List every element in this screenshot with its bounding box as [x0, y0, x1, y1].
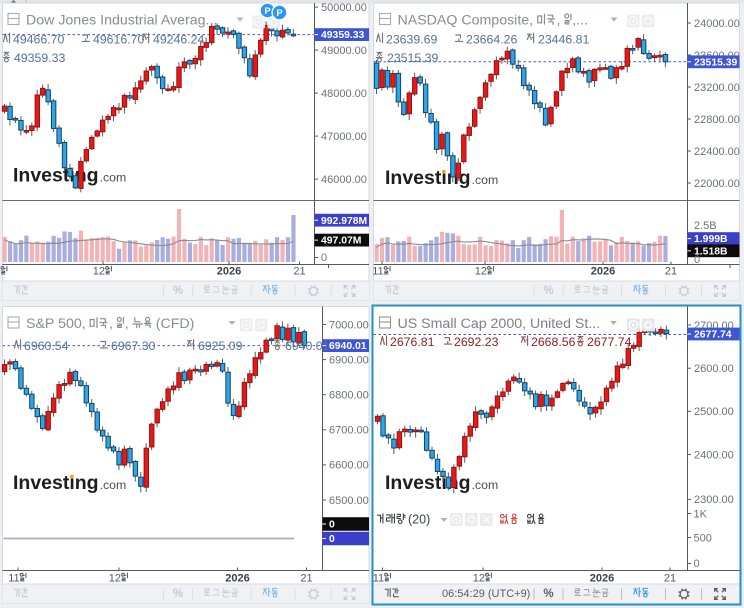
svg-text:Dow Jones Industrial Averag...: Dow Jones Industrial Averag...	[26, 13, 217, 29]
svg-text:2026: 2026	[591, 266, 615, 278]
svg-text:22000.00: 22000.00	[694, 178, 740, 190]
svg-text:%: %	[543, 285, 553, 297]
svg-text:49616.70: 49616.70	[93, 32, 144, 46]
svg-text:21: 21	[664, 572, 676, 584]
svg-text:%: %	[173, 588, 183, 600]
svg-text:23200.00: 23200.00	[694, 82, 740, 94]
svg-text:.com: .com	[100, 478, 127, 492]
svg-text:2026: 2026	[590, 572, 614, 584]
svg-text:46000.00: 46000.00	[321, 174, 367, 186]
svg-text:,: ,	[109, 316, 113, 332]
svg-text:6600.00: 6600.00	[329, 460, 369, 472]
svg-text:11: 11	[372, 266, 383, 278]
svg-text:NASDAQ Composite,: NASDAQ Composite,	[398, 13, 534, 29]
svg-text:12: 12	[93, 266, 105, 278]
svg-text:2676.81: 2676.81	[390, 335, 435, 349]
svg-text:S&P 500,: S&P 500,	[26, 316, 86, 332]
svg-text:6700.00: 6700.00	[329, 425, 369, 437]
svg-text:500: 500	[694, 533, 712, 545]
svg-text:2026: 2026	[217, 266, 241, 278]
svg-text:.com: .com	[100, 171, 127, 185]
svg-text:11: 11	[373, 572, 384, 584]
svg-text:0: 0	[321, 252, 327, 264]
svg-text:Investing: Investing	[385, 167, 471, 189]
svg-text:0: 0	[329, 534, 335, 545]
svg-text:21: 21	[300, 572, 312, 584]
svg-text:6967.30: 6967.30	[111, 339, 156, 353]
svg-text:0: 0	[694, 254, 700, 266]
svg-text:22400.00: 22400.00	[694, 146, 740, 158]
svg-text:%: %	[543, 588, 553, 600]
svg-text:11: 11	[8, 572, 19, 584]
svg-text:6900.00: 6900.00	[329, 354, 369, 366]
svg-text:6800.00: 6800.00	[329, 390, 369, 402]
svg-text:12: 12	[475, 266, 487, 278]
svg-text:49359.33: 49359.33	[14, 51, 65, 65]
svg-text:24000.00: 24000.00	[694, 18, 740, 30]
svg-text:(20): (20)	[408, 513, 430, 527]
svg-text:22800.00: 22800.00	[694, 114, 740, 126]
svg-text:2677.74: 2677.74	[587, 335, 632, 349]
svg-text:6925.09: 6925.09	[198, 339, 243, 353]
svg-text:%: %	[173, 285, 183, 297]
svg-text:47000.00: 47000.00	[321, 131, 367, 143]
svg-text:23515.39: 23515.39	[387, 51, 438, 65]
svg-text:0: 0	[329, 520, 335, 531]
svg-text:2026: 2026	[225, 572, 249, 584]
svg-text:1.999B: 1.999B	[694, 234, 728, 245]
svg-text:06:54:29 (UTC+9): 06:54:29 (UTC+9)	[442, 588, 530, 600]
svg-text:.com: .com	[472, 173, 499, 187]
svg-text:2668.56: 2668.56	[531, 335, 576, 349]
svg-text:,...: ,...	[572, 13, 588, 29]
svg-text:49246.24: 49246.24	[153, 32, 204, 46]
svg-text:Investing: Investing	[385, 472, 471, 494]
svg-text:,: ,	[125, 316, 129, 332]
svg-text:Investing: Investing	[13, 472, 99, 494]
svg-text:497.07M: 497.07M	[321, 236, 361, 247]
svg-text:6940.01: 6940.01	[329, 341, 367, 352]
svg-text:US Small Cap 2000, United St..: US Small Cap 2000, United St...	[398, 316, 601, 332]
svg-text:23515.39: 23515.39	[694, 57, 738, 68]
svg-text:1.518B: 1.518B	[694, 246, 728, 257]
svg-text:6960.54: 6960.54	[24, 339, 69, 353]
svg-text:Investing: Investing	[13, 165, 99, 187]
svg-text:23446.81: 23446.81	[538, 32, 589, 46]
svg-text:2692.23: 2692.23	[454, 335, 499, 349]
svg-text:P: P	[276, 8, 283, 19]
svg-text:7000.00: 7000.00	[329, 319, 369, 331]
svg-text:.com: .com	[472, 478, 499, 492]
svg-text:6500.00: 6500.00	[329, 495, 369, 507]
svg-text:6940.01: 6940.01	[285, 339, 330, 353]
svg-text:2400.00: 2400.00	[694, 449, 734, 461]
svg-text:12: 12	[109, 572, 121, 584]
svg-text:1K: 1K	[694, 509, 708, 521]
svg-text:12: 12	[473, 572, 485, 584]
svg-text:2677.74: 2677.74	[694, 330, 732, 341]
svg-text:(CFD): (CFD)	[156, 316, 195, 332]
svg-text:49000.00: 49000.00	[321, 45, 367, 57]
svg-text:50000.00: 50000.00	[321, 2, 367, 14]
svg-text:0: 0	[694, 558, 700, 570]
svg-text:23664.26: 23664.26	[466, 32, 517, 46]
svg-text:21: 21	[293, 266, 305, 278]
svg-text:49466.70: 49466.70	[13, 32, 64, 46]
svg-text:992.978M: 992.978M	[321, 216, 367, 227]
svg-text:21: 21	[665, 266, 677, 278]
svg-text:2.5B: 2.5B	[694, 220, 717, 232]
svg-text:,: ,	[557, 13, 561, 29]
svg-text:2600.00: 2600.00	[694, 363, 734, 375]
svg-text:2300.00: 2300.00	[694, 494, 734, 506]
svg-text:2500.00: 2500.00	[694, 406, 734, 418]
svg-text:P: P	[264, 6, 271, 17]
svg-text:49359.33: 49359.33	[321, 30, 365, 41]
svg-text:48000.00: 48000.00	[321, 88, 367, 100]
svg-text:23639.69: 23639.69	[386, 32, 437, 46]
